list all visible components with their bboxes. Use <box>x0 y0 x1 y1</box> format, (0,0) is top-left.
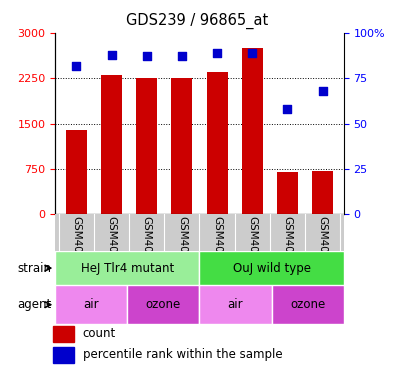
Text: GSM4014: GSM4014 <box>142 216 152 266</box>
Bar <box>277 172 298 214</box>
Text: strain: strain <box>17 262 51 274</box>
Text: GSM4016: GSM4016 <box>212 216 222 266</box>
Text: ozone: ozone <box>146 298 181 311</box>
Text: GSM4013: GSM4013 <box>107 216 117 266</box>
Point <box>108 52 115 57</box>
Point <box>214 50 220 56</box>
Point <box>179 53 185 59</box>
Bar <box>127 285 199 324</box>
Point <box>249 50 256 56</box>
Text: air: air <box>83 298 99 311</box>
Bar <box>55 251 199 285</box>
Bar <box>53 347 73 363</box>
Text: GSM4012: GSM4012 <box>71 216 81 266</box>
Bar <box>66 130 87 214</box>
Bar <box>55 285 127 324</box>
Point <box>73 63 79 68</box>
Bar <box>199 285 272 324</box>
Text: OuJ wild type: OuJ wild type <box>233 262 310 274</box>
Bar <box>199 251 344 285</box>
Point <box>320 88 326 94</box>
Text: GSM4018: GSM4018 <box>282 216 292 266</box>
Text: ozone: ozone <box>290 298 325 311</box>
Text: air: air <box>228 298 243 311</box>
Bar <box>312 171 333 214</box>
Bar <box>101 75 122 214</box>
Text: GDS239 / 96865_at: GDS239 / 96865_at <box>126 13 269 29</box>
Text: GSM4015: GSM4015 <box>177 216 187 266</box>
Bar <box>171 78 192 214</box>
Bar <box>53 326 73 341</box>
Text: count: count <box>83 327 116 340</box>
Text: HeJ Tlr4 mutant: HeJ Tlr4 mutant <box>81 262 174 274</box>
Text: agent: agent <box>17 298 51 311</box>
Point <box>284 106 291 112</box>
Bar <box>136 78 157 214</box>
Text: GSM4019: GSM4019 <box>318 216 327 266</box>
Bar <box>207 72 228 214</box>
Bar <box>242 48 263 214</box>
Text: percentile rank within the sample: percentile rank within the sample <box>83 348 282 361</box>
Point <box>143 53 150 59</box>
Bar <box>272 285 344 324</box>
Text: GSM4017: GSM4017 <box>247 216 257 266</box>
